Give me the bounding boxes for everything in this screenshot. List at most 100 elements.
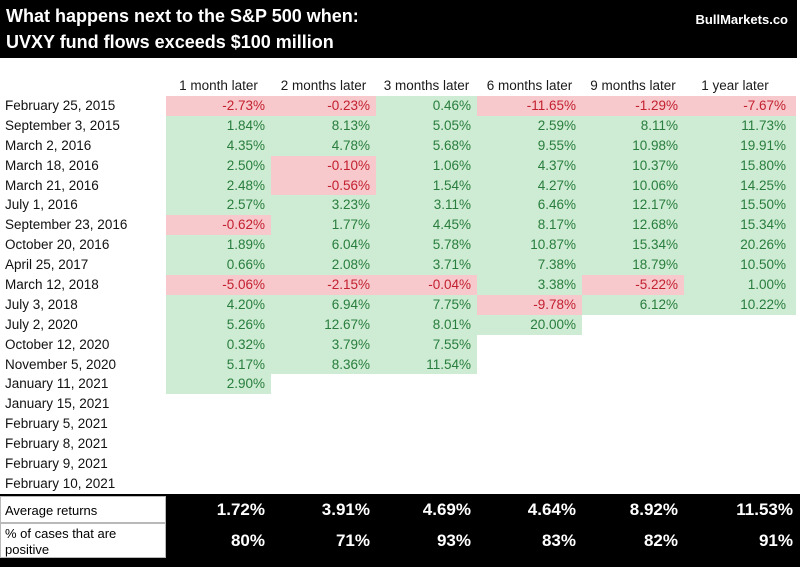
return-cell: -2.73% xyxy=(166,96,271,116)
title-bar: What happens next to the S&P 500 when: U… xyxy=(0,0,797,58)
percent-positive-value: 80% xyxy=(166,522,271,558)
return-cell xyxy=(166,473,271,494)
return-cell: 20.26% xyxy=(684,235,800,256)
return-cell: 6.04% xyxy=(271,235,376,256)
return-cell: 4.27% xyxy=(477,175,582,196)
table-row: February 25, 2015 -2.73% -0.23% 0.46% -11.65… xyxy=(0,96,800,116)
return-cell: 5.78% xyxy=(376,235,477,256)
return-cell xyxy=(271,374,376,395)
return-cell xyxy=(376,473,477,494)
return-cell xyxy=(477,454,582,474)
row-date: April 25, 2017 xyxy=(5,257,89,273)
return-cell: 7.75% xyxy=(376,294,477,315)
return-cell xyxy=(166,454,271,474)
row-date: July 2, 2020 xyxy=(5,316,78,332)
column-header: 1 year later xyxy=(684,76,800,96)
average-return-value: 8.92% xyxy=(582,495,684,523)
average-returns-row: Average returns 1.72% 3.91% 4.69% 4.64% 8.92%… xyxy=(0,495,800,523)
return-cell: 12.68% xyxy=(582,215,684,236)
average-return-value: 1.72% xyxy=(166,495,271,523)
return-cell: 7.55% xyxy=(376,334,477,355)
return-cell: 1.54% xyxy=(376,175,477,196)
average-return-value: 4.64% xyxy=(477,495,582,523)
return-cell: 6.12% xyxy=(582,294,684,315)
return-cell: 5.05% xyxy=(376,115,477,136)
return-cell: 10.06% xyxy=(582,175,684,196)
summary-divider xyxy=(0,493,800,496)
return-cell: 8.17% xyxy=(477,215,582,236)
return-cell xyxy=(582,394,684,415)
table-row: February 9, 2021 xyxy=(0,454,800,474)
return-cell xyxy=(271,473,376,494)
return-cell: 4.35% xyxy=(166,135,271,156)
return-cell: 12.67% xyxy=(271,314,376,335)
return-cell: 15.80% xyxy=(684,155,800,176)
return-cell: 19.91% xyxy=(684,135,800,156)
table-row: July 1, 2016 2.57% 3.23% 3.11% 6.46% 12.17% 15… xyxy=(0,195,800,216)
table-row: March 21, 2016 2.48% -0.56% 1.54% 4.27% 10.06… xyxy=(0,175,800,196)
table-row: February 10, 2021 xyxy=(0,473,800,494)
return-cell: 0.32% xyxy=(166,334,271,355)
page-title-line-1: What happens next to the S&P 500 when: xyxy=(6,6,359,26)
row-date: January 15, 2021 xyxy=(5,396,110,412)
return-cell: 5.17% xyxy=(166,354,271,375)
return-cell: 4.78% xyxy=(271,135,376,156)
return-cell xyxy=(684,414,800,435)
column-header: 3 months later xyxy=(383,78,470,93)
table-row: April 25, 2017 0.66% 2.08% 3.71% 7.38% 18.79%… xyxy=(0,255,800,276)
return-cell: 8.01% xyxy=(376,314,477,335)
table-row: March 12, 2018 -5.06% -2.15% -0.04% 3.38% -5.… xyxy=(0,275,800,295)
return-cell: 9.55% xyxy=(477,135,582,156)
return-cell: 10.87% xyxy=(477,235,582,256)
column-header: 9 months later xyxy=(590,78,676,93)
return-cell: -1.29% xyxy=(582,96,684,116)
row-date: February 8, 2021 xyxy=(5,436,108,452)
return-cell xyxy=(582,354,684,375)
column-header-row: 1 month later 2 months later 3 months late… xyxy=(0,76,800,96)
return-cell xyxy=(684,334,800,355)
return-cell: 1.89% xyxy=(166,235,271,256)
return-cell: -5.06% xyxy=(166,275,271,295)
return-cell: 11.54% xyxy=(376,354,477,375)
return-cell xyxy=(271,434,376,455)
return-cell: 2.08% xyxy=(271,255,376,276)
return-cell: 15.50% xyxy=(684,195,800,216)
return-cell: -0.10% xyxy=(271,155,376,176)
return-cell: 2.90% xyxy=(166,374,271,395)
return-cell xyxy=(684,473,800,494)
return-cell xyxy=(684,454,800,474)
row-date: November 5, 2020 xyxy=(5,356,117,372)
row-date: March 21, 2016 xyxy=(5,177,99,193)
return-cell: 8.11% xyxy=(582,115,684,136)
return-cell: 12.17% xyxy=(582,195,684,216)
table-row: September 3, 2015 1.84% 8.13% 5.05% 2.59% 8.1… xyxy=(0,115,800,136)
return-cell xyxy=(166,434,271,455)
return-cell xyxy=(684,314,800,335)
row-date: February 25, 2015 xyxy=(5,98,116,113)
return-cell: 11.73% xyxy=(684,115,800,136)
return-cell: 1.84% xyxy=(166,115,271,136)
percent-positive-value: 71% xyxy=(271,522,376,558)
return-cell: 6.46% xyxy=(477,195,582,216)
return-cell: -0.62% xyxy=(166,215,271,236)
row-date: October 12, 2020 xyxy=(5,336,110,352)
return-cell xyxy=(582,434,684,455)
return-cell: -7.67% xyxy=(684,96,800,116)
percent-positive-value: 83% xyxy=(477,522,582,558)
return-cell: -11.65% xyxy=(477,96,582,116)
table-row: October 12, 2020 0.32% 3.79% 7.55% xyxy=(0,334,800,355)
return-cell: -0.04% xyxy=(376,275,477,295)
average-returns-label: Average returns xyxy=(0,495,166,523)
row-date: March 12, 2018 xyxy=(5,277,99,293)
return-cell: 15.34% xyxy=(582,235,684,256)
row-date: July 1, 2016 xyxy=(5,197,78,213)
table-body: February 25, 2015 -2.73% -0.23% 0.46% -11.65… xyxy=(0,96,800,494)
return-cell xyxy=(477,334,582,355)
return-cell xyxy=(477,354,582,375)
return-cell xyxy=(376,374,477,395)
percent-positive-label: % of cases that are positive xyxy=(0,522,166,558)
return-cell xyxy=(582,334,684,355)
return-cell xyxy=(376,394,477,415)
return-cell xyxy=(271,454,376,474)
return-cell: 1.77% xyxy=(271,215,376,236)
